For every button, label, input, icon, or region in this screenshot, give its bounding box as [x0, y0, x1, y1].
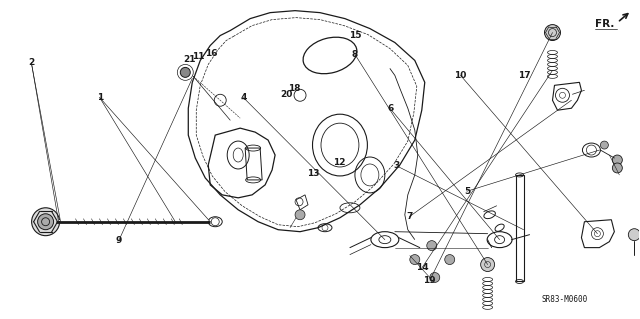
Circle shape	[430, 272, 440, 282]
Text: 3: 3	[394, 161, 400, 170]
Circle shape	[31, 208, 60, 236]
Text: 19: 19	[424, 276, 436, 285]
Text: 15: 15	[349, 31, 362, 40]
Text: 9: 9	[116, 236, 122, 245]
Circle shape	[600, 141, 609, 149]
Circle shape	[612, 163, 622, 173]
Circle shape	[445, 255, 454, 264]
Text: 20: 20	[280, 90, 293, 99]
Text: 13: 13	[307, 169, 320, 178]
Circle shape	[295, 210, 305, 220]
Text: SR83-M0600: SR83-M0600	[541, 295, 588, 304]
Text: 18: 18	[288, 84, 301, 93]
Circle shape	[628, 229, 640, 241]
Text: 12: 12	[333, 158, 346, 167]
Circle shape	[545, 25, 561, 41]
Text: 4: 4	[240, 93, 246, 102]
Circle shape	[612, 155, 622, 165]
Text: 6: 6	[387, 104, 394, 113]
Text: 14: 14	[416, 263, 429, 272]
Circle shape	[427, 241, 436, 251]
Text: 11: 11	[193, 52, 205, 61]
Text: 5: 5	[464, 187, 470, 196]
Text: 7: 7	[406, 212, 413, 221]
Text: FR.: FR.	[595, 19, 615, 29]
Text: 10: 10	[454, 71, 467, 80]
Circle shape	[481, 257, 495, 271]
Text: 1: 1	[97, 93, 103, 102]
Text: 17: 17	[518, 71, 531, 80]
Text: 2: 2	[28, 58, 35, 67]
Text: 21: 21	[183, 55, 195, 64]
Text: 16: 16	[205, 48, 218, 58]
Circle shape	[410, 255, 420, 264]
Text: 8: 8	[352, 50, 358, 59]
Circle shape	[38, 214, 54, 230]
Circle shape	[180, 67, 190, 78]
